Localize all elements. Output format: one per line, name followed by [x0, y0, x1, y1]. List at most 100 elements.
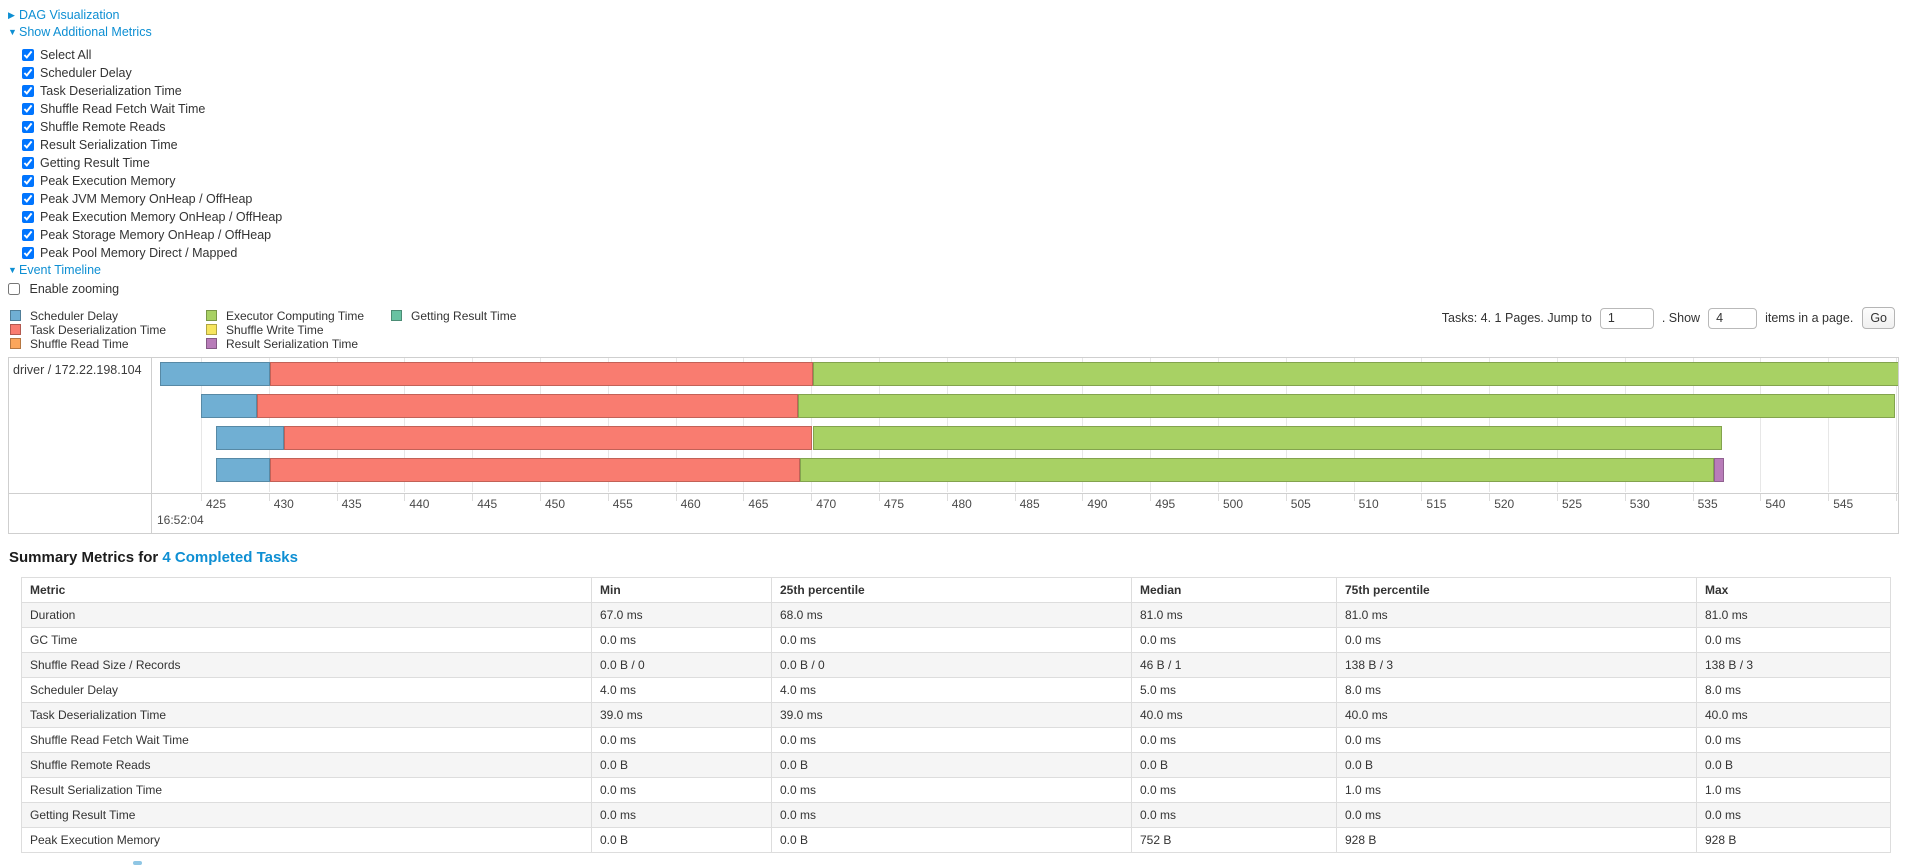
metric-value-cell: 0.0 B [591, 827, 772, 853]
metric-value-cell: 0.0 B [591, 752, 772, 778]
metric-value-cell: 8.0 ms [1696, 677, 1891, 703]
axis-tick-505 [1285, 493, 1287, 501]
gridline-490 [1082, 358, 1084, 492]
gridline-480 [946, 358, 948, 492]
gridline-505 [1285, 358, 1287, 492]
legend-item-shuffle-write-time: Shuffle Write Time [206, 324, 391, 338]
checkbox-peak-storage-memory-onheap-offheap[interactable] [22, 229, 34, 241]
event-timeline-toggle[interactable]: ▼ Event Timeline [8, 263, 1907, 279]
column-header-median: Median [1131, 577, 1337, 603]
checkbox-task-deserialization-time[interactable] [22, 85, 34, 97]
checkbox-peak-pool-memory-direct-mapped[interactable] [22, 247, 34, 259]
axis-tick-label-500: 500 [1223, 497, 1244, 511]
checkbox-label-result-serialization-time: Result Serialization Time [40, 138, 178, 152]
axis-tick-435 [336, 493, 338, 501]
metric-value-cell: 0.0 B [1696, 752, 1891, 778]
timeline-bar-task-0-task-deserialization-time[interactable] [270, 362, 813, 386]
timeline-bar-task-3-executor-computing-time[interactable] [800, 458, 1715, 482]
checkbox-peak-execution-memory-onheap-offheap[interactable] [22, 211, 34, 223]
axis-tick-530 [1624, 493, 1626, 501]
legend-item-task-deserialization-time: Task Deserialization Time [10, 324, 206, 338]
axis-tick-label-430: 430 [273, 497, 294, 511]
event-timeline-link[interactable]: Event Timeline [19, 263, 101, 277]
executor-row-label: driver / 172.22.198.104 [13, 363, 142, 377]
metric-value-cell: 0.0 ms [1131, 777, 1337, 803]
gridline-545 [1828, 358, 1830, 492]
metric-name-cell: Duration [21, 602, 592, 628]
axis-tick-label-475: 475 [884, 497, 905, 511]
legend-label: Task Deserialization Time [30, 323, 167, 337]
event-timeline-chart: driver / 172.22.198.104 425 430 435 440 445 4… [8, 357, 1899, 534]
metric-value-cell: 0.0 ms [1336, 627, 1697, 653]
checkbox-select-all[interactable] [22, 49, 34, 61]
checkbox-shuffle-remote-reads[interactable] [22, 121, 34, 133]
checkbox-label-select-all: Select All [40, 48, 92, 62]
show-additional-metrics-link[interactable]: Show Additional Metrics [19, 25, 152, 39]
metric-value-cell: 0.0 ms [771, 727, 1132, 753]
legend-swatch-icon-executor-computing-time [206, 310, 217, 321]
checkbox-result-serialization-time[interactable] [22, 139, 34, 151]
axis-tick-540 [1760, 493, 1762, 501]
axis-tick-485 [1014, 493, 1016, 501]
timeline-bar-task-3-task-deserialization-time[interactable] [270, 458, 801, 482]
metric-value-cell: 0.0 ms [1696, 802, 1891, 828]
checkbox-shuffle-read-fetch-wait-time[interactable] [22, 103, 34, 115]
timeline-bar-task-3-scheduler-delay[interactable] [215, 458, 271, 482]
gridline-435 [336, 358, 338, 492]
checkbox-getting-result-time[interactable] [22, 157, 34, 169]
metric-value-cell: 1.0 ms [1696, 777, 1891, 803]
column-header-75th-percentile: 75th percentile [1336, 577, 1697, 603]
timeline-bar-task-0-executor-computing-time[interactable] [812, 362, 1898, 386]
timeline-bar-task-2-executor-computing-time[interactable] [812, 426, 1723, 450]
metric-row-peak-execution-memory: Peak Execution Memory 0.0 B 0.0 B 752 B 928 … [21, 827, 1891, 853]
gridline-540 [1760, 358, 1762, 492]
timeline-bar-task-3-result-serialization-time[interactable] [1714, 458, 1724, 482]
legend-label: Scheduler Delay [30, 309, 119, 323]
completed-tasks-link[interactable]: 4 Completed Tasks [162, 549, 298, 566]
metric-row-shuffle-read-fetch-wait-time: Shuffle Read Fetch Wait Time 0.0 ms 0.0 ms… [21, 727, 1891, 753]
axis-tick-label-480: 480 [951, 497, 972, 511]
checkbox-peak-jvm-memory-onheap-offheap[interactable] [22, 193, 34, 205]
pagination-suffix-text: items in a page. [1765, 311, 1854, 325]
checkbox-label-peak-jvm-memory-onheap-offheap: Peak JVM Memory OnHeap / OffHeap [40, 192, 253, 206]
metric-value-cell: 138 B / 3 [1336, 652, 1697, 678]
gridline-485 [1014, 358, 1016, 492]
metric-row-duration: Duration 67.0 ms 68.0 ms 81.0 ms 81.0 ms 81.0… [21, 602, 1891, 628]
metric-value-cell: 928 B [1696, 827, 1891, 853]
timeline-bar-task-1-executor-computing-time[interactable] [797, 394, 1895, 418]
gridline-450 [540, 358, 541, 492]
gridline-550 [1896, 358, 1897, 492]
dag-visualization-toggle[interactable]: ▶ DAG Visualization [8, 8, 1907, 24]
dag-visualization-link[interactable]: DAG Visualization [19, 8, 120, 22]
timeline-bar-task-0-scheduler-delay[interactable] [160, 362, 271, 386]
items-per-page-input[interactable] [1708, 307, 1758, 329]
metric-value-cell: 67.0 ms [591, 602, 772, 628]
metric-value-cell: 0.0 ms [1336, 727, 1697, 753]
metric-value-cell: 752 B [1131, 827, 1337, 853]
show-additional-metrics-toggle[interactable]: ▼ Show Additional Metrics [8, 25, 1907, 41]
timeline-bar-task-1-task-deserialization-time[interactable] [256, 394, 798, 418]
go-button[interactable]: Go [1862, 307, 1895, 329]
gridline-440 [404, 358, 406, 492]
enable-zooming-checkbox[interactable] [8, 283, 20, 295]
metric-checkbox-row-task-deserialization-time: Task Deserialization Time [22, 82, 1907, 100]
legend-column-2: Getting Result Time [391, 310, 516, 352]
metric-value-cell: 0.0 B / 0 [591, 652, 772, 678]
metric-checkbox-row-result-serialization-time: Result Serialization Time [22, 136, 1907, 154]
gridline-500 [1218, 358, 1219, 492]
checkbox-scheduler-delay[interactable] [22, 67, 34, 79]
axis-tick-430 [268, 493, 270, 501]
axis-major-label: 16:52:04 [157, 513, 204, 527]
metric-row-shuffle-read-size-records: Shuffle Read Size / Records 0.0 B / 0 0.0 … [21, 652, 1891, 678]
timeline-bar-task-2-task-deserialization-time[interactable] [283, 426, 813, 450]
axis-tick-465 [743, 493, 745, 501]
metric-value-cell: 40.0 ms [1131, 702, 1337, 728]
metric-value-cell: 0.0 ms [591, 727, 772, 753]
axis-tick-label-525: 525 [1562, 497, 1583, 511]
checkbox-peak-execution-memory[interactable] [22, 175, 34, 187]
axis-tick-545 [1828, 493, 1830, 501]
timeline-bar-task-2-scheduler-delay[interactable] [215, 426, 284, 450]
jump-to-page-input[interactable] [1599, 307, 1654, 329]
timeline-bar-task-1-scheduler-delay[interactable] [201, 394, 257, 418]
metric-value-cell: 46 B / 1 [1131, 652, 1337, 678]
